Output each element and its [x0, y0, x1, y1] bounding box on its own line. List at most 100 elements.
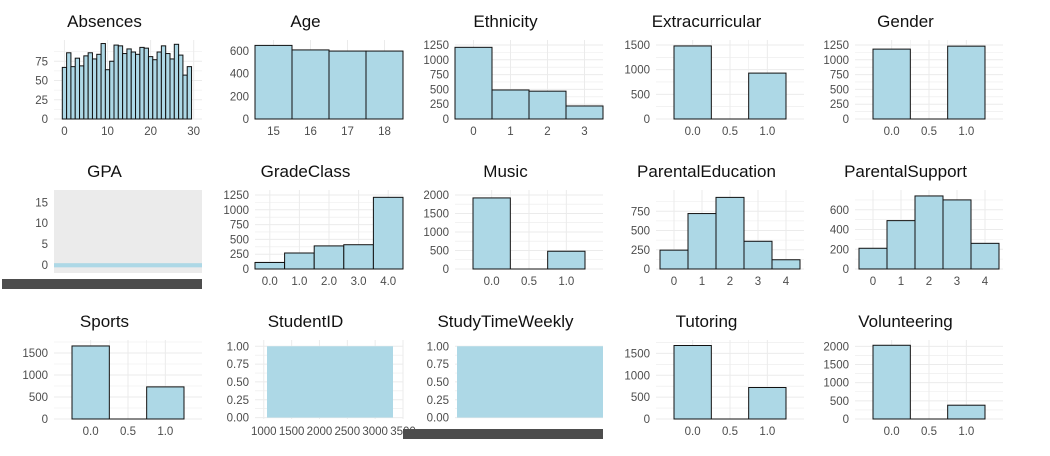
plot-area: 0 25 50 75 0 10 20 30	[35, 40, 202, 138]
x-tick-label: 2500	[335, 426, 361, 438]
x-tick-label: 0.0	[884, 426, 900, 438]
x-tick-label: 0	[470, 126, 476, 138]
bar	[126, 48, 132, 120]
x-tick-label: 0.0	[685, 126, 701, 138]
y-tick-label: 400	[830, 225, 849, 237]
y-tick-label: 250	[430, 99, 449, 111]
y-tick-label: 250	[230, 249, 249, 261]
bar	[687, 213, 717, 270]
chart-title: Volunteering	[858, 312, 953, 331]
y-tick-label: 500	[29, 392, 48, 404]
chart-title: Ethnicity	[473, 12, 538, 31]
bar	[743, 240, 773, 270]
chart-studytimeweekly: StudyTimeWeekly 0.00 0.25 0.50 0.75 1.00	[403, 306, 608, 456]
y-tick-label: 1500	[22, 348, 48, 360]
bar	[87, 52, 93, 120]
x-tick-label: 4	[783, 276, 790, 288]
y-tick-label: 0	[443, 114, 449, 126]
y-tick-label: 15	[35, 197, 48, 209]
bar	[947, 404, 986, 420]
bar	[313, 245, 345, 270]
y-tick-label: 1000	[223, 205, 249, 217]
x-tick-label: 1	[507, 126, 513, 138]
y-tick-label: 500	[631, 392, 650, 404]
bar	[74, 57, 81, 120]
x-tick-label: 3	[581, 126, 587, 138]
x-tick-label: 0.5	[921, 426, 937, 438]
bar	[152, 59, 158, 120]
bar	[169, 58, 175, 120]
chart-parentalsupport: ParentalSupport 0 200 400 600 0 1 2 3 4	[803, 156, 1008, 306]
y-tick-label: 0	[644, 264, 650, 276]
y-tick-label: 0	[843, 414, 849, 426]
y-tick-label: 2000	[823, 341, 849, 353]
chart-parentaleducation: ParentalEducation 0 250 500 750 0 1 2 3 4	[604, 156, 809, 306]
chart-title: ParentalSupport	[844, 162, 967, 181]
y-tick-label: 2000	[423, 190, 449, 202]
bar	[771, 259, 801, 270]
y-tick-label: 1000	[423, 55, 449, 67]
bar	[135, 53, 141, 120]
x-tick-label: 17	[341, 126, 354, 138]
x-axis-overflow-bar	[2, 279, 202, 289]
x-tick-label: 18	[378, 126, 391, 138]
x-tick-label: 0.5	[120, 426, 136, 438]
y-tick-label: 1000	[823, 378, 849, 390]
y-tick-label: 1250	[423, 40, 449, 52]
plot-area: 0 200 400 600 0 1 2 3 4	[830, 190, 1003, 288]
x-tick-label: 1.0	[958, 426, 974, 438]
x-tick-label: 2.0	[321, 276, 337, 288]
y-tick-label: 25	[35, 95, 48, 107]
bar	[472, 197, 511, 270]
x-tick-label: 0.0	[685, 426, 701, 438]
bar	[328, 50, 367, 120]
chart-gender: Gender 0 250 500 750 1000 1250 0.0 0.5 1.0	[803, 6, 1008, 156]
bar	[139, 46, 145, 120]
y-tick-label: 0.75	[227, 359, 249, 371]
y-tick-label: 1000	[22, 370, 48, 382]
chart-absences: Absences 0 25 50 75 0 10 20 30	[2, 6, 207, 156]
y-tick-label: 750	[631, 206, 650, 218]
chart-title: GradeClass	[260, 162, 351, 181]
bar	[178, 54, 184, 120]
chart-gradeclass: GradeClass 0 250 500 750 1000 1250 0.0 1.0 2.0 3.0…	[203, 156, 408, 306]
y-tick-label: 0.00	[427, 413, 449, 425]
plot-area: 0 5 10 15	[2, 190, 202, 289]
x-tick-label: 4.0	[380, 276, 396, 288]
y-tick-label: 1250	[823, 40, 849, 52]
chart-gpa: GPA 0 5 10 15	[2, 156, 207, 306]
y-tick-label: 500	[430, 245, 449, 257]
chart-extracurricular: Extracurricular 0 500 1000 1500 0.0 0.5 1.0	[604, 6, 809, 156]
bar	[156, 51, 162, 120]
x-tick-label: 1.0	[958, 126, 974, 138]
bar	[673, 45, 712, 120]
y-tick-label: 600	[830, 205, 849, 217]
bar	[284, 252, 315, 270]
x-axis-overflow-bar	[403, 429, 603, 439]
panel-background	[54, 190, 202, 273]
y-tick-label: 200	[830, 244, 849, 256]
y-tick-label: 0	[42, 114, 48, 126]
bar	[872, 344, 911, 420]
bar	[872, 48, 911, 120]
plot-area: 0 250 500 750 1000 1250 0.0 1.0 2.0 3.0 4.0	[223, 190, 404, 288]
y-tick-label: 500	[830, 84, 849, 96]
bar	[858, 247, 888, 270]
y-tick-label: 0	[42, 414, 48, 426]
y-tick-label: 200	[230, 91, 249, 103]
x-tick-label: 1000	[251, 426, 277, 438]
x-tick-label: 2	[727, 276, 733, 288]
bar	[343, 244, 374, 270]
y-tick-label: 750	[830, 70, 849, 82]
bar	[547, 250, 586, 270]
y-tick-label: 750	[230, 220, 249, 232]
y-tick-label: 0	[42, 260, 48, 272]
x-tick-label: 30	[187, 126, 200, 138]
y-tick-label: 500	[830, 396, 849, 408]
bar	[254, 44, 293, 120]
bar	[970, 242, 1000, 270]
bar	[748, 387, 787, 420]
bar	[365, 50, 404, 120]
y-tick-label: 250	[830, 99, 849, 111]
